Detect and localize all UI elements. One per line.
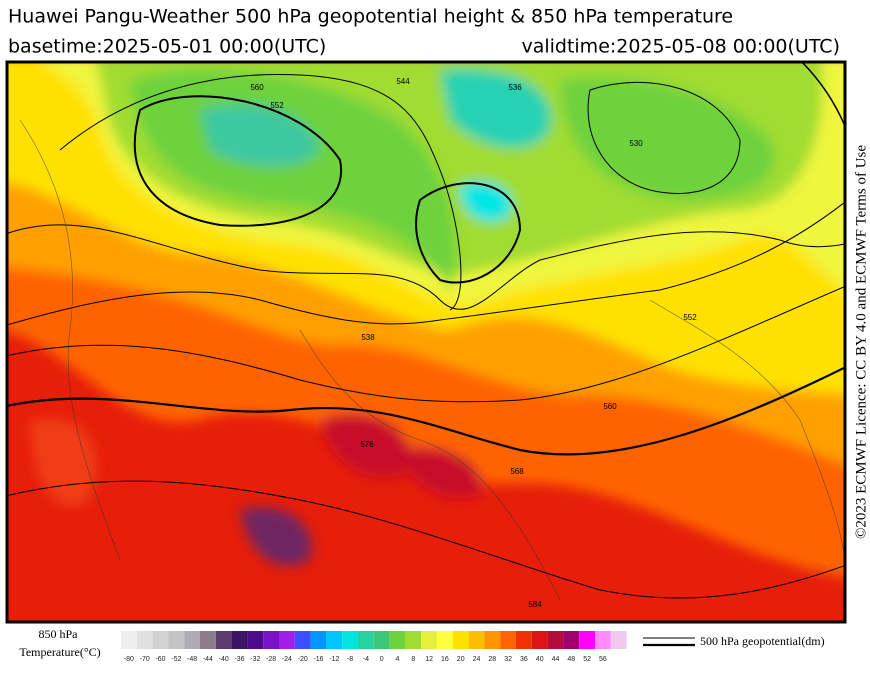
license: ©2023 ECMWF Licence: CC BY 4.0 and ECMWF…	[853, 145, 869, 539]
title: Huawei Pangu-Weather 500 hPa geopotentia…	[8, 6, 733, 28]
colorbar-tick-label: 24	[473, 656, 481, 663]
colorbar-tick-label: 4	[396, 656, 400, 663]
color-swatch	[405, 631, 422, 649]
color-swatch	[184, 631, 200, 649]
basetime: basetime:2025-05-01 00:00(UTC)	[8, 36, 326, 58]
legend-label: 500 hPa geopotential(dm)	[700, 634, 825, 648]
contour-label: 552	[270, 101, 284, 110]
color-swatch	[215, 631, 232, 649]
color-swatch	[468, 631, 485, 649]
colorbar-tick-label: -12	[329, 656, 339, 663]
color-swatch	[452, 631, 469, 649]
contour-label: 544	[396, 77, 410, 86]
contour-label: 530	[629, 139, 643, 148]
color-swatch	[310, 631, 327, 649]
colorbar: -80 -70 -60 -52 -48 -44 -40 -36 -32 -28 -24 -20 -16-…	[121, 631, 627, 663]
color-swatch	[500, 631, 516, 649]
colorbar-tick-label: -8	[347, 656, 353, 663]
colorbar-tick-label: -28	[266, 656, 276, 663]
color-swatch	[531, 631, 548, 649]
colorbar-tick-label: -40	[219, 656, 229, 663]
colorbar-tick-label: -32	[250, 656, 260, 663]
color-swatch	[326, 631, 343, 649]
color-swatch	[437, 631, 453, 649]
colorbar-tick-label: 8	[411, 656, 415, 663]
colorbar-tick-label: 44	[552, 656, 560, 663]
contour-label: 536	[508, 83, 522, 92]
contour-label: 552	[683, 313, 697, 322]
color-swatch	[595, 631, 611, 649]
colorbar-tick-label: 20	[457, 656, 465, 663]
color-swatch	[579, 631, 595, 649]
colorbar-tick-label: -24	[282, 656, 292, 663]
contour-label: 538	[361, 333, 375, 342]
color-swatch	[294, 631, 311, 649]
colorbar-tick-label: -48	[187, 656, 197, 663]
color-swatch	[152, 631, 169, 649]
colorbar-tick-label: -52	[171, 656, 181, 663]
map-border	[5, 60, 847, 624]
colorbar-tick-label: 40	[536, 656, 544, 663]
colorbar-tick-label: 12	[425, 656, 433, 663]
contour-label: 576	[360, 440, 374, 449]
color-swatch	[342, 631, 358, 649]
colorbar-tick-label: -16	[313, 656, 323, 663]
colorbar-tick-label: 48	[567, 656, 575, 663]
color-swatch	[279, 631, 295, 649]
contour-label: 584	[528, 600, 542, 609]
colorbar-tick-label: -80	[124, 656, 134, 663]
color-swatch	[358, 631, 374, 649]
colorbar-tick-label: 52	[583, 656, 591, 663]
colorbar-tick-label: -20	[298, 656, 308, 663]
color-swatch	[563, 631, 580, 649]
colorbar-tick-label: -44	[203, 656, 213, 663]
colorbar-tick-label: -70	[140, 656, 150, 663]
validtime: validtime:2025-05-08 00:00(UTC)	[521, 36, 840, 58]
contour-label: 568	[510, 467, 524, 476]
color-swatch	[389, 631, 406, 649]
contour-label: 560	[250, 83, 264, 92]
color-swatch	[168, 631, 185, 649]
color-swatch	[484, 631, 501, 649]
color-swatch	[247, 631, 264, 649]
legend-title: Temperature(°C)	[19, 645, 100, 659]
contour-label: 560	[603, 402, 617, 411]
colorbar-tick-label: 28	[488, 656, 496, 663]
colorbar-tick-label: 16	[441, 656, 449, 663]
color-swatch	[516, 631, 532, 649]
legend-title: 850 hPa	[39, 627, 79, 641]
color-swatch	[121, 631, 137, 649]
color-swatch	[373, 631, 390, 649]
colorbar-tick-label: 0	[380, 656, 384, 663]
color-swatch	[547, 631, 564, 649]
color-swatch	[231, 631, 248, 649]
colorbar-tick-label: -36	[234, 656, 244, 663]
colorbar-tick-label: 56	[599, 656, 607, 663]
colorbar-tick-label: -4	[363, 656, 369, 663]
color-swatch	[421, 631, 437, 649]
color-swatch	[610, 631, 627, 649]
map	[7, 62, 845, 622]
colorbar-tick-label: 36	[520, 656, 528, 663]
color-swatch	[200, 631, 216, 649]
color-swatch	[263, 631, 279, 649]
color-swatch	[136, 631, 153, 649]
colorbar-tick-label: -60	[155, 656, 165, 663]
colorbar-tick-label: 32	[504, 656, 512, 663]
